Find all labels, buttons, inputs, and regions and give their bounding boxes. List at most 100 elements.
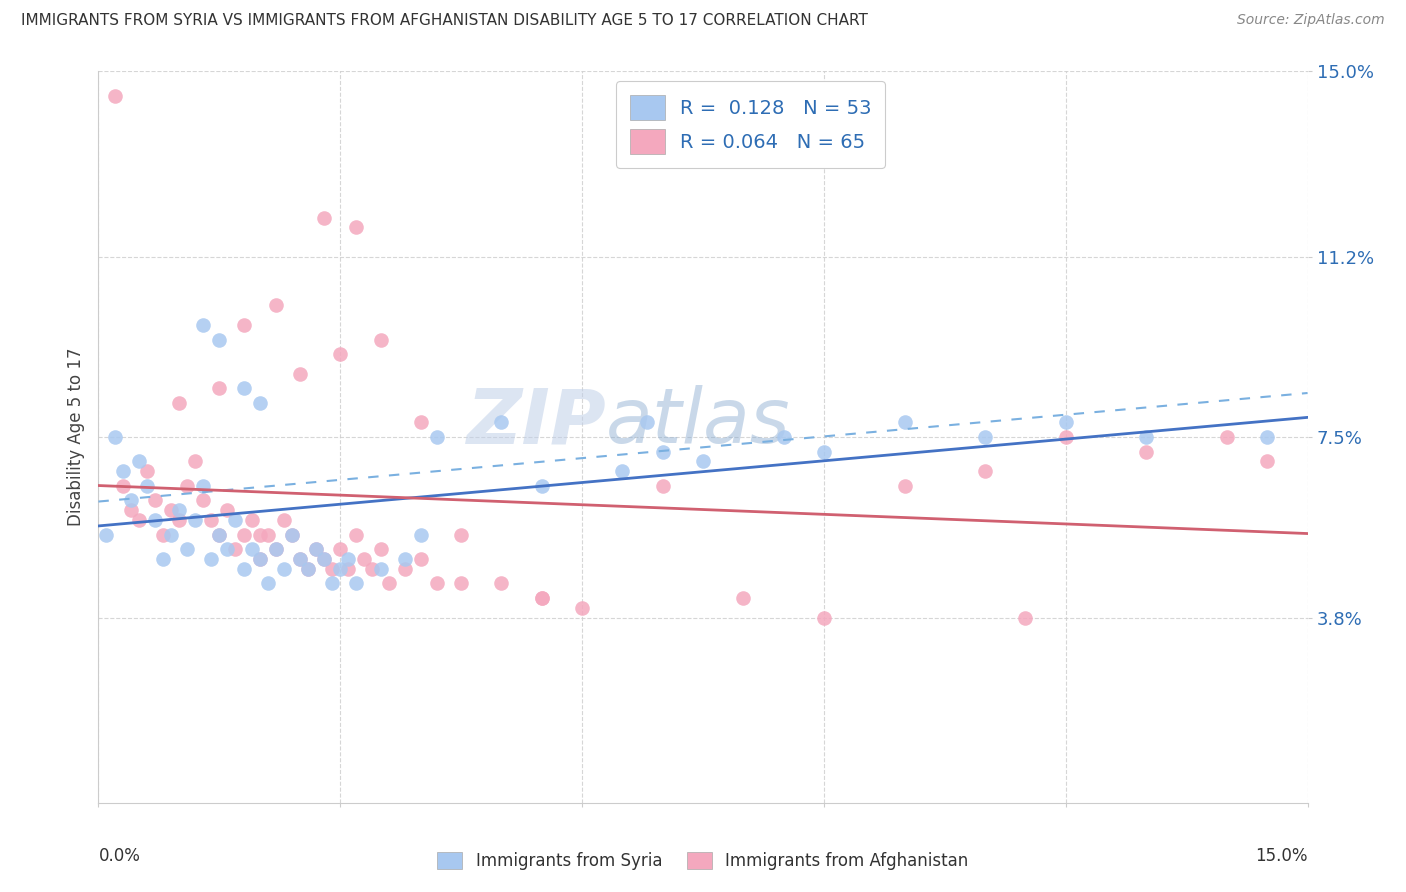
Point xyxy=(321,562,343,576)
Point xyxy=(297,562,319,576)
Point xyxy=(329,542,352,557)
Point xyxy=(450,576,472,591)
Point xyxy=(96,527,118,541)
Text: IMMIGRANTS FROM SYRIA VS IMMIGRANTS FROM AFGHANISTAN DISABILITY AGE 5 TO 17 CORR: IMMIGRANTS FROM SYRIA VS IMMIGRANTS FROM… xyxy=(21,13,868,29)
Point xyxy=(160,527,183,541)
Point xyxy=(217,503,239,517)
Point xyxy=(1256,454,1278,468)
Point xyxy=(224,542,246,557)
Point xyxy=(530,479,553,493)
Point xyxy=(232,318,254,332)
Point xyxy=(329,562,352,576)
Point xyxy=(160,503,183,517)
Point xyxy=(111,464,134,478)
Point xyxy=(409,416,432,430)
Point xyxy=(571,600,593,615)
Y-axis label: Disability Age 5 to 17: Disability Age 5 to 17 xyxy=(66,348,84,526)
Point xyxy=(249,552,271,566)
Point xyxy=(120,503,142,517)
Point xyxy=(530,591,553,605)
Point xyxy=(273,562,295,576)
Point xyxy=(200,513,222,527)
Point xyxy=(329,347,352,361)
Point xyxy=(1054,416,1077,430)
Point xyxy=(208,527,231,541)
Point xyxy=(974,430,997,444)
Point xyxy=(249,552,271,566)
Point xyxy=(636,416,658,430)
Point xyxy=(232,381,254,395)
Point xyxy=(193,493,215,508)
Point xyxy=(974,464,997,478)
Point xyxy=(353,552,375,566)
Point xyxy=(321,576,343,591)
Point xyxy=(426,430,449,444)
Text: Source: ZipAtlas.com: Source: ZipAtlas.com xyxy=(1237,13,1385,28)
Point xyxy=(135,479,157,493)
Point xyxy=(344,527,367,541)
Point xyxy=(426,576,449,591)
Point xyxy=(240,513,263,527)
Text: atlas: atlas xyxy=(606,385,790,459)
Point xyxy=(184,513,207,527)
Point xyxy=(305,542,328,557)
Point xyxy=(893,416,915,430)
Point xyxy=(409,527,432,541)
Point xyxy=(152,527,174,541)
Point xyxy=(772,430,794,444)
Point xyxy=(344,576,367,591)
Point xyxy=(394,552,416,566)
Point xyxy=(249,396,271,410)
Point xyxy=(103,430,125,444)
Point xyxy=(135,464,157,478)
Point xyxy=(264,298,287,312)
Point xyxy=(120,493,142,508)
Point xyxy=(288,552,311,566)
Point xyxy=(651,444,673,458)
Text: 0.0%: 0.0% xyxy=(98,847,141,864)
Point xyxy=(370,333,392,347)
Point xyxy=(314,552,336,566)
Point xyxy=(103,88,125,103)
Point xyxy=(281,527,304,541)
Point xyxy=(167,396,190,410)
Point xyxy=(370,542,392,557)
Legend: Immigrants from Syria, Immigrants from Afghanistan: Immigrants from Syria, Immigrants from A… xyxy=(432,847,974,875)
Point xyxy=(184,454,207,468)
Point xyxy=(176,479,198,493)
Point xyxy=(612,464,634,478)
Point xyxy=(256,527,278,541)
Point xyxy=(344,220,367,235)
Point xyxy=(208,381,231,395)
Point xyxy=(167,513,190,527)
Point xyxy=(314,552,336,566)
Point xyxy=(288,367,311,381)
Point xyxy=(394,562,416,576)
Point xyxy=(111,479,134,493)
Point xyxy=(377,576,399,591)
Point xyxy=(491,416,513,430)
Point xyxy=(281,527,304,541)
Point xyxy=(143,513,166,527)
Point xyxy=(264,542,287,557)
Text: 15.0%: 15.0% xyxy=(1256,847,1308,864)
Point xyxy=(143,493,166,508)
Point xyxy=(217,542,239,557)
Point xyxy=(314,211,336,225)
Point xyxy=(208,527,231,541)
Point xyxy=(813,610,835,624)
Point xyxy=(1014,610,1036,624)
Point xyxy=(256,576,278,591)
Point xyxy=(273,513,295,527)
Point xyxy=(200,552,222,566)
Point xyxy=(893,479,915,493)
Point xyxy=(297,562,319,576)
Point xyxy=(249,527,271,541)
Point xyxy=(224,513,246,527)
Point xyxy=(1216,430,1239,444)
Point xyxy=(813,444,835,458)
Text: ZIP: ZIP xyxy=(467,385,606,459)
Point xyxy=(409,552,432,566)
Point xyxy=(1135,444,1157,458)
Point xyxy=(491,576,513,591)
